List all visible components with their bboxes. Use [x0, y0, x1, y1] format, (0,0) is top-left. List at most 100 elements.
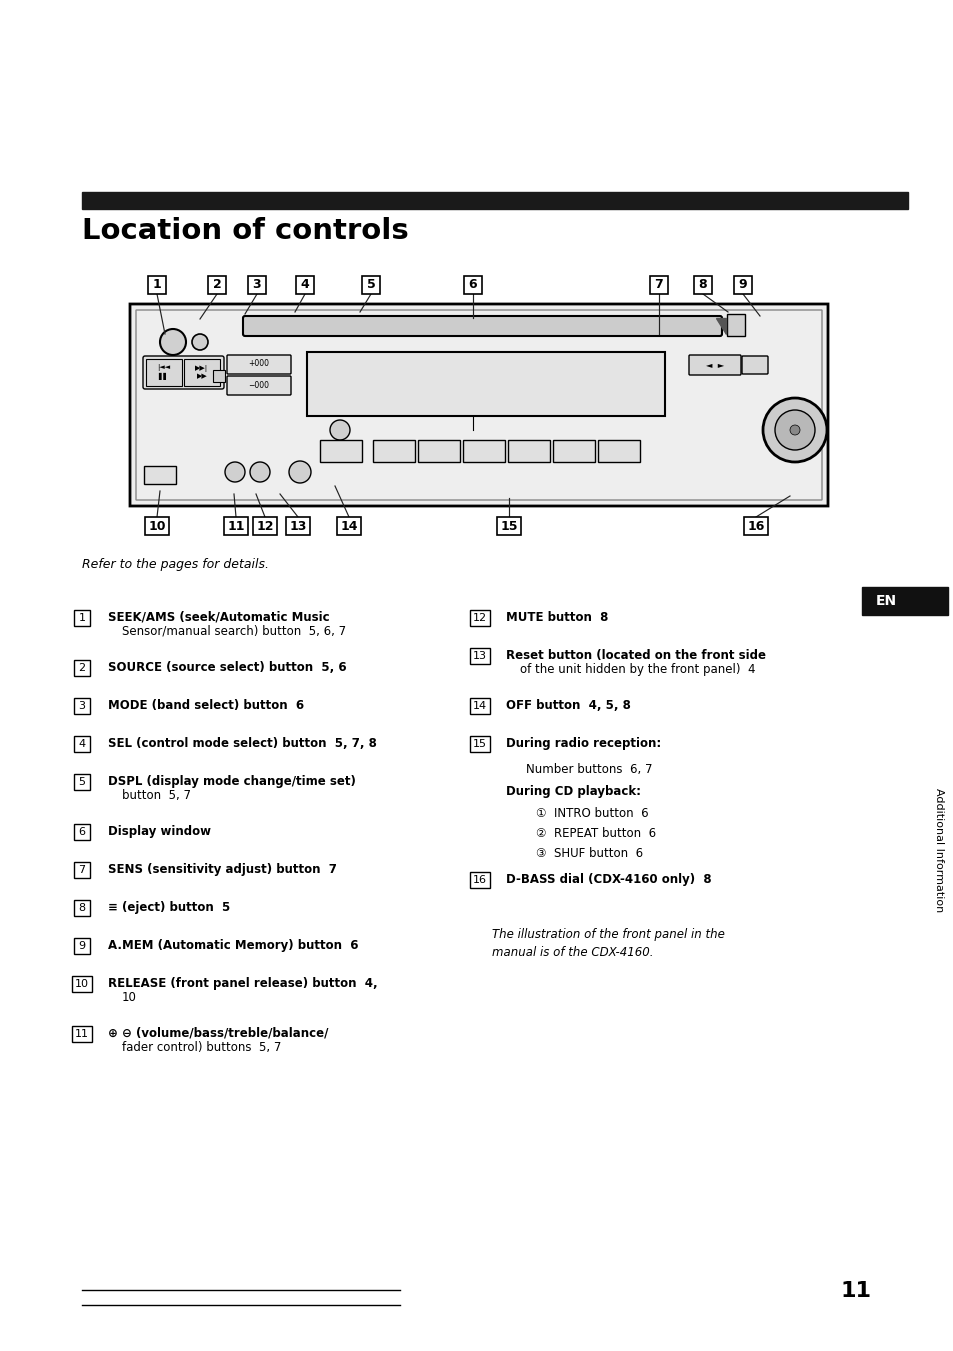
Text: ◄  ►: ◄ ► — [705, 361, 723, 370]
Text: 2: 2 — [78, 663, 86, 673]
Bar — [743, 517, 767, 535]
Circle shape — [160, 330, 186, 355]
Bar — [295, 276, 314, 295]
Bar — [146, 359, 182, 386]
Text: Number buttons  6, 7: Number buttons 6, 7 — [525, 763, 652, 775]
Bar — [213, 370, 225, 382]
Bar — [373, 440, 415, 462]
Bar — [649, 276, 667, 295]
Bar — [144, 466, 175, 484]
Bar — [74, 736, 90, 753]
Circle shape — [789, 426, 800, 435]
Text: 16: 16 — [746, 520, 764, 532]
Circle shape — [289, 461, 311, 484]
Text: 11: 11 — [841, 1281, 871, 1301]
Bar — [417, 440, 459, 462]
Text: During CD playback:: During CD playback: — [505, 785, 640, 798]
Text: 5: 5 — [78, 777, 86, 788]
Text: +000: +000 — [248, 359, 269, 369]
Bar — [361, 276, 379, 295]
Text: 8: 8 — [78, 902, 86, 913]
Text: 1: 1 — [78, 613, 86, 623]
Text: 6: 6 — [468, 278, 476, 292]
Text: ②  REPEAT button  6: ② REPEAT button 6 — [536, 827, 656, 840]
Text: Additional Information: Additional Information — [933, 788, 943, 912]
Bar — [463, 276, 481, 295]
Bar — [208, 276, 226, 295]
Text: |◄◄
▌▌: |◄◄ ▌▌ — [157, 365, 171, 380]
Text: 2: 2 — [213, 278, 221, 292]
Circle shape — [330, 420, 350, 440]
Text: 10: 10 — [148, 520, 166, 532]
Text: 10: 10 — [122, 992, 136, 1004]
Text: 15: 15 — [499, 520, 517, 532]
Text: ≡ (eject) button  5: ≡ (eject) button 5 — [108, 901, 230, 915]
FancyBboxPatch shape — [688, 355, 740, 376]
Text: DSPL (display mode change/time set): DSPL (display mode change/time set) — [108, 775, 355, 788]
Bar — [553, 440, 595, 462]
Circle shape — [250, 462, 270, 482]
Text: ③  SHUF button  6: ③ SHUF button 6 — [536, 847, 642, 861]
FancyBboxPatch shape — [227, 376, 291, 394]
Bar — [74, 611, 90, 626]
Text: OFF button  4, 5, 8: OFF button 4, 5, 8 — [505, 698, 630, 712]
Text: During radio reception:: During radio reception: — [505, 738, 660, 750]
Text: 15: 15 — [473, 739, 486, 748]
Text: button  5, 7: button 5, 7 — [122, 789, 191, 802]
Bar — [598, 440, 639, 462]
Text: 16: 16 — [473, 875, 486, 885]
Bar — [74, 900, 90, 916]
Bar — [693, 276, 711, 295]
Text: 6: 6 — [78, 827, 86, 838]
Text: 10: 10 — [75, 979, 89, 989]
Bar — [148, 276, 166, 295]
Bar — [248, 276, 266, 295]
Text: 3: 3 — [253, 278, 261, 292]
Text: 14: 14 — [473, 701, 487, 711]
Bar — [470, 611, 490, 626]
Text: 5: 5 — [366, 278, 375, 292]
Text: SEL (control mode select) button  5, 7, 8: SEL (control mode select) button 5, 7, 8 — [108, 738, 376, 750]
Text: MUTE button  8: MUTE button 8 — [505, 611, 608, 624]
Bar — [319, 440, 361, 462]
Bar — [462, 440, 504, 462]
Bar — [71, 1025, 91, 1042]
Circle shape — [774, 409, 814, 450]
Bar — [733, 276, 751, 295]
Polygon shape — [716, 317, 725, 334]
Bar — [507, 440, 550, 462]
Text: MODE (band select) button  6: MODE (band select) button 6 — [108, 698, 304, 712]
FancyBboxPatch shape — [143, 357, 224, 389]
Text: 7: 7 — [654, 278, 662, 292]
Text: Display window: Display window — [108, 825, 211, 838]
Text: A.MEM (Automatic Memory) button  6: A.MEM (Automatic Memory) button 6 — [108, 939, 358, 952]
Text: −000: −000 — [248, 381, 269, 389]
Bar — [74, 698, 90, 713]
Text: ⊕ ⊖ (volume/bass/treble/balance/: ⊕ ⊖ (volume/bass/treble/balance/ — [108, 1027, 328, 1040]
Bar — [145, 517, 169, 535]
Text: 9: 9 — [78, 942, 86, 951]
Text: The illustration of the front panel in the
manual is of the CDX-4160.: The illustration of the front panel in t… — [492, 928, 724, 959]
FancyBboxPatch shape — [243, 316, 721, 336]
Text: 11: 11 — [227, 520, 245, 532]
Text: 12: 12 — [473, 613, 487, 623]
Text: Location of controls: Location of controls — [82, 218, 408, 245]
FancyBboxPatch shape — [130, 304, 827, 507]
Text: 1: 1 — [152, 278, 161, 292]
Circle shape — [225, 462, 245, 482]
Bar — [74, 774, 90, 790]
Circle shape — [762, 399, 826, 462]
Text: Sensor/manual search) button  5, 6, 7: Sensor/manual search) button 5, 6, 7 — [122, 626, 346, 638]
Circle shape — [192, 334, 208, 350]
Bar — [253, 517, 276, 535]
Text: 4: 4 — [300, 278, 309, 292]
FancyBboxPatch shape — [741, 357, 767, 374]
Text: RELEASE (front panel release) button  4,: RELEASE (front panel release) button 4, — [108, 977, 377, 990]
Text: 11: 11 — [75, 1029, 89, 1039]
Text: EN: EN — [875, 594, 896, 608]
Text: of the unit hidden by the front panel)  4: of the unit hidden by the front panel) 4 — [519, 663, 755, 676]
Bar — [470, 648, 490, 663]
Text: 9: 9 — [738, 278, 746, 292]
Bar — [184, 359, 220, 386]
Text: 8: 8 — [698, 278, 706, 292]
